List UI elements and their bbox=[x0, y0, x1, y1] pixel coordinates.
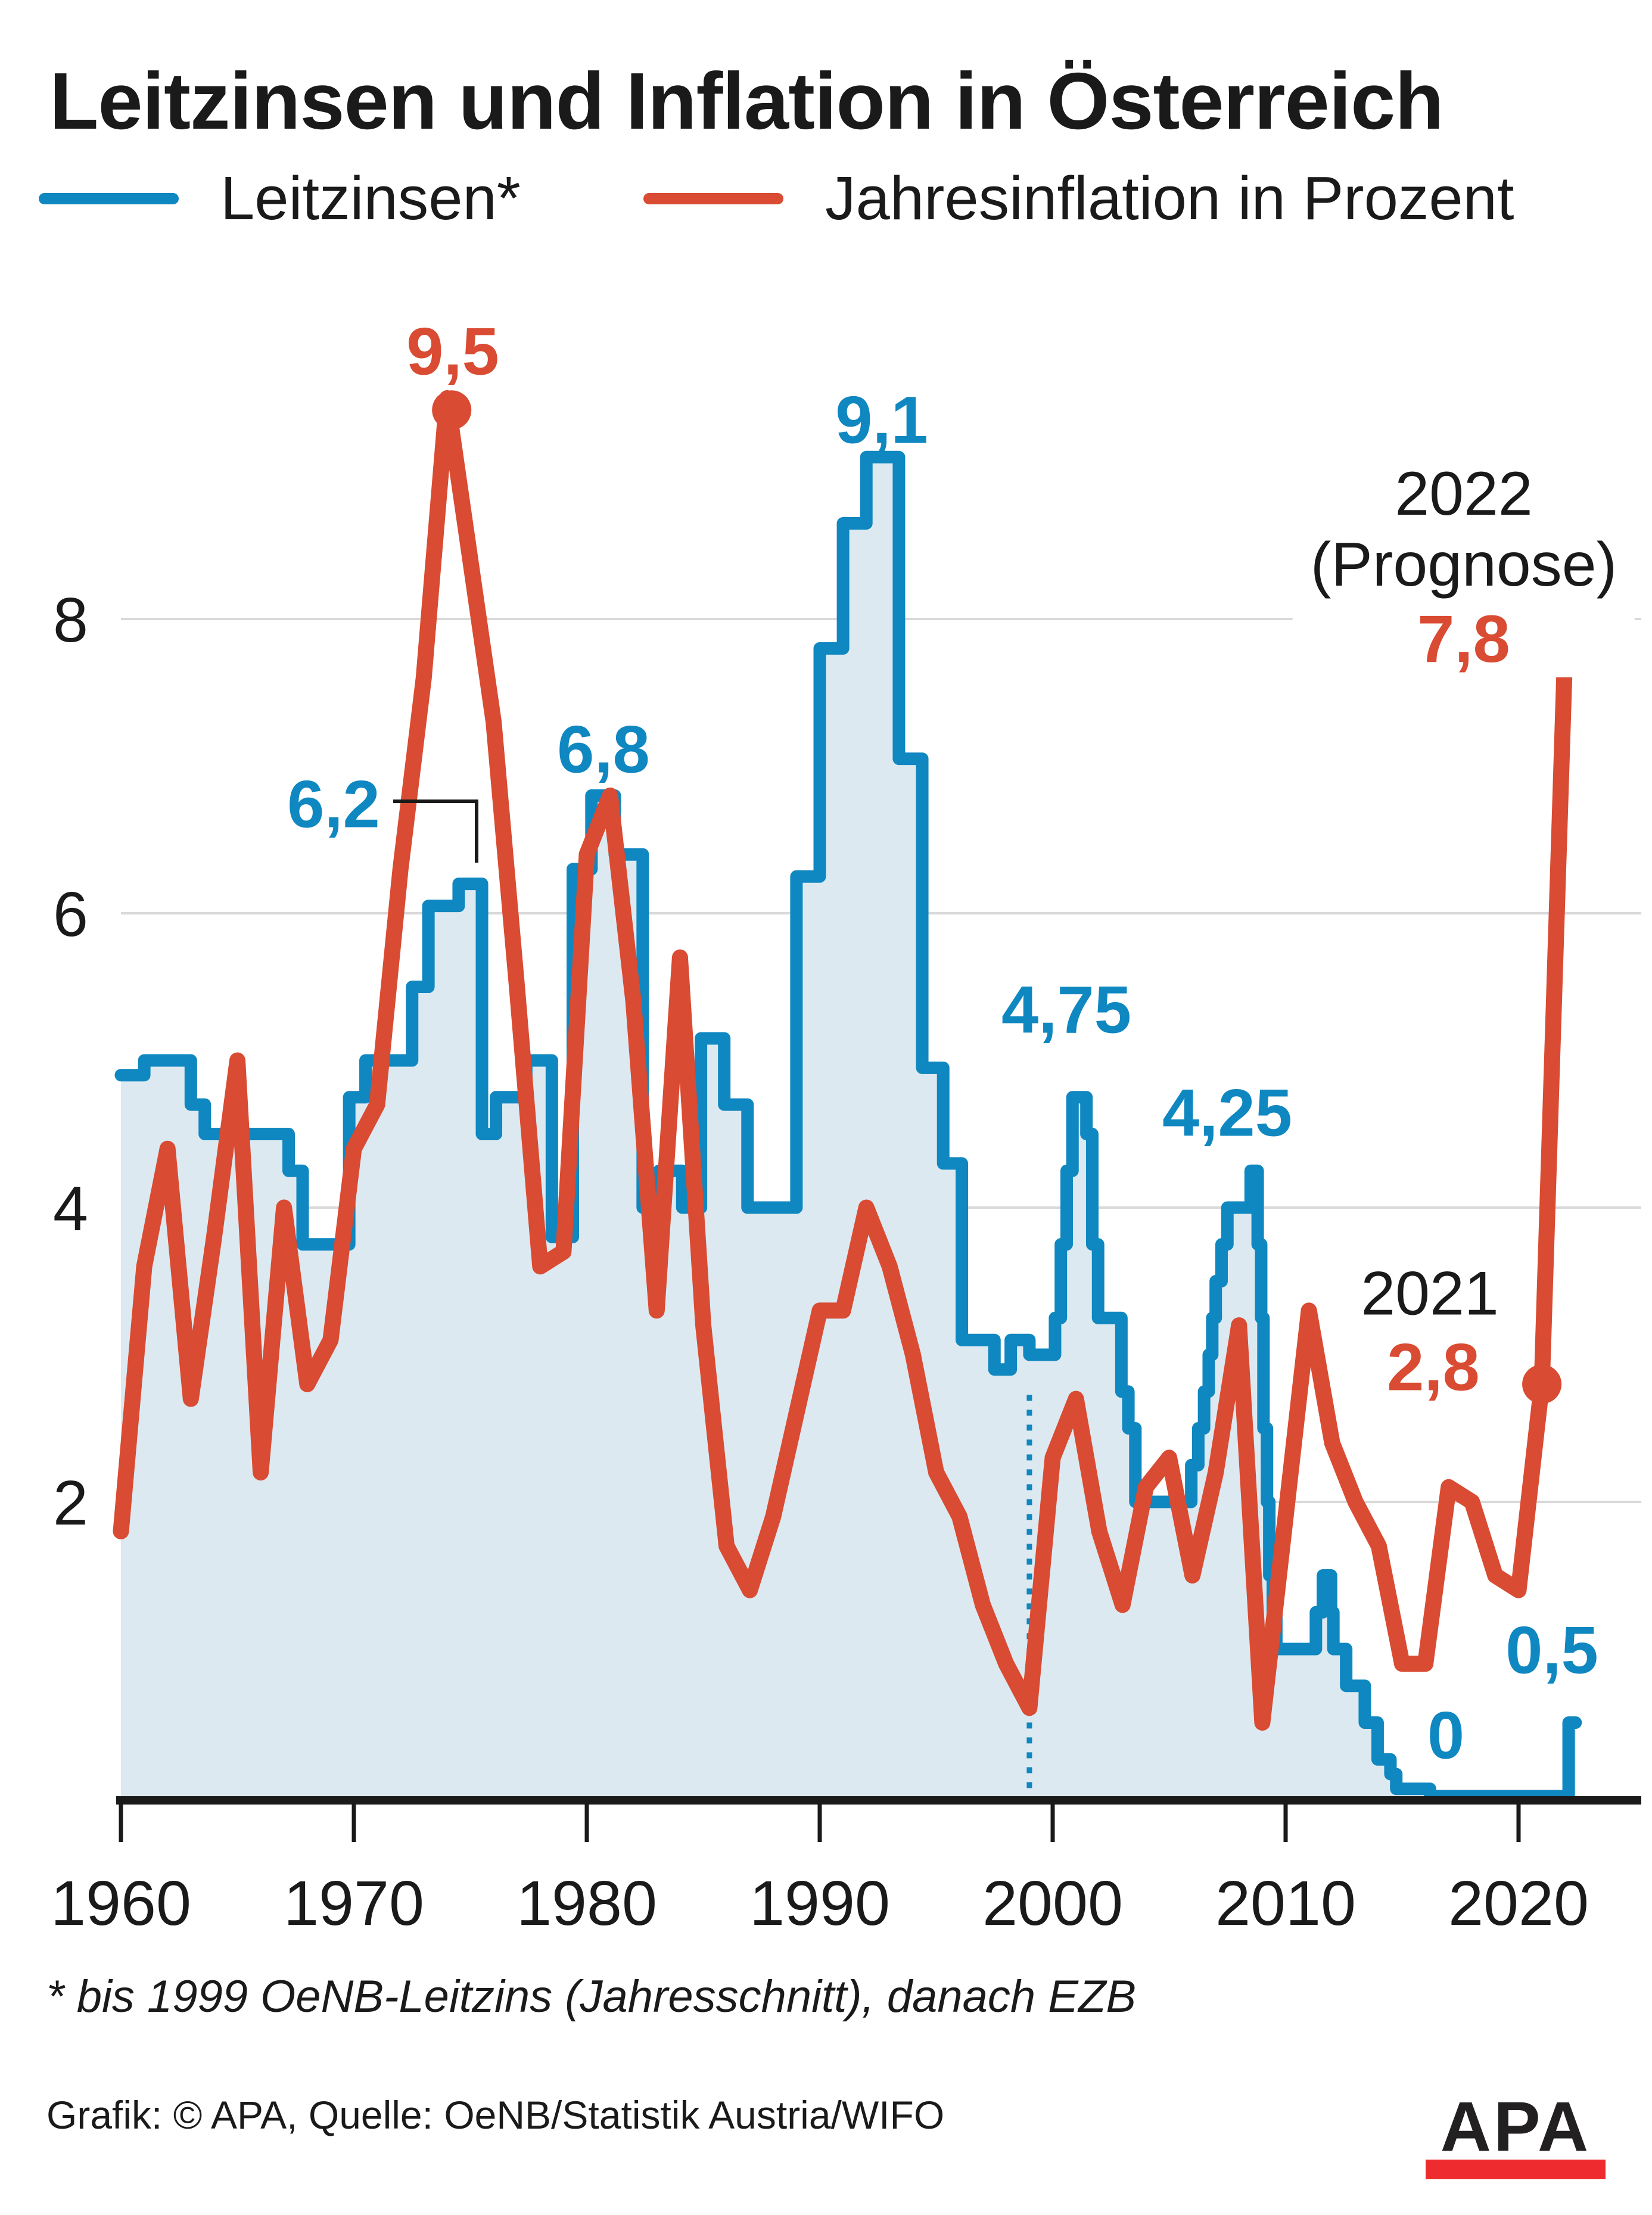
x-axis-label-2000: 2000 bbox=[982, 1868, 1123, 1939]
apa-logo-text: APA bbox=[1440, 2088, 1591, 2166]
page-title: Leitzinsen und Inflation in Österreich bbox=[49, 56, 1444, 146]
annotation-rate-4-75: 4,75 bbox=[1001, 972, 1131, 1047]
annotation-rate-0: 0 bbox=[1427, 1698, 1465, 1773]
annotation-inflation-2-8: 2,8 bbox=[1387, 1330, 1480, 1405]
y-axis-label-4: 4 bbox=[53, 1174, 88, 1244]
x-axis-label-2020: 2020 bbox=[1448, 1868, 1589, 1939]
annotation-rate-6-2: 6,2 bbox=[287, 767, 380, 842]
footnote: * bis 1999 OeNB-Leitzins (Jahresschnitt)… bbox=[46, 1971, 1137, 2022]
x-axis-label-1980: 1980 bbox=[517, 1868, 657, 1939]
legend-item-inflation: Jahresinflation in Prozent bbox=[643, 164, 1514, 232]
annotation-rate-6-8: 6,8 bbox=[557, 712, 650, 787]
x-axis-label-1970: 1970 bbox=[284, 1868, 424, 1939]
annotation-rate-0-5: 0,5 bbox=[1505, 1613, 1598, 1688]
annotation-rate-4-25: 4,25 bbox=[1162, 1075, 1292, 1150]
annotation-prognose: (Prognose) bbox=[1310, 530, 1617, 599]
legend-swatch-red-icon bbox=[643, 192, 783, 204]
legend-label-leitzinsen: Leitzinsen* bbox=[220, 164, 521, 232]
y-axis-label-6: 6 bbox=[53, 879, 88, 950]
annotation-2022-prognose: 2022 (Prognose) 7,8 bbox=[1292, 459, 1635, 677]
x-axis-label-1990: 1990 bbox=[749, 1868, 890, 1939]
x-axis-label-1960: 1960 bbox=[51, 1868, 191, 1939]
x-axis-label-2010: 2010 bbox=[1215, 1868, 1356, 1939]
legend-label-inflation: Jahresinflation in Prozent bbox=[825, 164, 1514, 232]
legend-swatch-blue-icon bbox=[39, 192, 179, 204]
annotation-rate-peak-9-1: 9,1 bbox=[835, 382, 928, 458]
credit-line: Grafik: © APA, Quelle: OeNB/Statistik Au… bbox=[46, 2093, 945, 2137]
apa-logo: APA bbox=[1426, 2088, 1606, 2180]
apa-logo-red-bar-icon bbox=[1426, 2160, 1606, 2180]
annotation-inflation-7-8: 7,8 bbox=[1417, 602, 1510, 676]
legend-item-leitzinsen: Leitzinsen* bbox=[39, 164, 521, 232]
annotation-inflation-peak-9-5: 9,5 bbox=[406, 314, 499, 389]
y-axis-label-8: 8 bbox=[53, 585, 88, 655]
y-axis-label-2: 2 bbox=[53, 1468, 88, 1538]
annotation-year-2022: 2022 bbox=[1395, 459, 1533, 528]
annotation-year-2021: 2021 bbox=[1361, 1259, 1499, 1329]
